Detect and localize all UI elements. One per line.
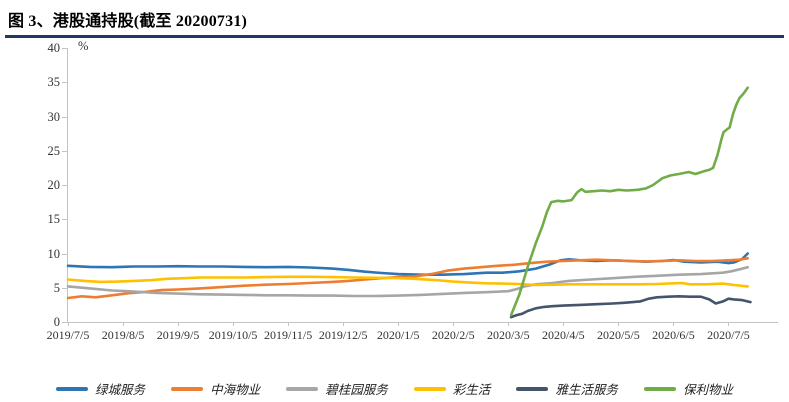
- legend-item-3: 碧桂园服务: [286, 379, 388, 398]
- legend-line-swatch: [516, 386, 549, 391]
- x-tick-label: 2019/8/5: [101, 328, 145, 342]
- y-tick: [62, 288, 67, 289]
- x-tick-label: 2019/9/5: [156, 328, 200, 342]
- series-line-1: [66, 252, 750, 276]
- y-axis-unit-label: %: [78, 39, 89, 53]
- series-line-2: [66, 257, 750, 300]
- series-line-4: [66, 275, 750, 288]
- plot-area: % 0 5 10 15 20 25 30 35 40 2019/7/5 2019/8/5 2019/9…: [47, 39, 778, 342]
- y-tick: [62, 151, 67, 152]
- x-tick: [288, 322, 289, 326]
- x-tick: [673, 322, 674, 326]
- y-tick-label: 0: [53, 315, 60, 329]
- x-tick-label: 2020/6/5: [652, 328, 695, 342]
- x-tick-label: 2020/3/5: [486, 328, 530, 342]
- x-tick: [178, 322, 179, 326]
- y-tick: [62, 322, 67, 323]
- legend-line-swatch: [413, 386, 446, 391]
- x-tick-label: 2020/2/5: [431, 328, 475, 342]
- legend-line-swatch: [56, 386, 88, 391]
- x-tick: [233, 322, 234, 326]
- x-tick: [618, 322, 619, 326]
- x-tick-label: 2019/11/5: [264, 328, 313, 342]
- x-tick-label: 2020/5/5: [597, 328, 640, 342]
- series-line-5: [509, 295, 752, 319]
- x-tick: [728, 322, 729, 326]
- plot-svg: [66, 86, 752, 319]
- y-tick-label: 5: [53, 280, 60, 295]
- legend-item-1: 绿城服务: [56, 379, 145, 398]
- legend-line-swatch: [171, 386, 204, 391]
- y-tick-label: 30: [47, 109, 61, 124]
- legend-item-2: 中海物业: [171, 379, 260, 398]
- legend-item-6: 保利物业: [643, 379, 733, 398]
- x-tick-label: 2019/7/5: [46, 328, 90, 342]
- x-tick: [68, 322, 69, 326]
- x-tick-label: 2020/4/5: [542, 328, 585, 342]
- x-tick: [563, 322, 564, 326]
- y-tick-label: 15: [47, 212, 61, 227]
- y-tick: [62, 48, 67, 49]
- legend-label: 彩生活: [452, 383, 491, 397]
- figure-title: 图 3、港股通持股(截至 20200731): [8, 13, 248, 30]
- legend-line-swatch: [286, 386, 319, 391]
- x-tick-label: 2020/7/5: [707, 328, 750, 342]
- legend-label: 绿城服务: [95, 383, 146, 397]
- y-tick-label: 10: [47, 246, 61, 261]
- y-tick: [62, 185, 67, 186]
- y-tick: [62, 254, 67, 255]
- legend-item-4: 彩生活: [413, 379, 491, 398]
- x-tick-label: 2019/10/5: [208, 328, 258, 342]
- legend-line-swatch: [643, 386, 676, 391]
- y-tick: [62, 117, 67, 118]
- x-tick: [123, 322, 124, 326]
- legend-label: 保利物业: [682, 383, 733, 397]
- y-tick: [62, 219, 67, 220]
- x-tick: [508, 322, 509, 326]
- x-tick-label: 2019/12/5: [318, 328, 368, 342]
- y-tick-label: 25: [47, 143, 61, 158]
- series-line-3: [66, 265, 750, 298]
- x-tick: [343, 322, 344, 326]
- y-tick-label: 20: [47, 178, 61, 192]
- legend-label: 中海物业: [210, 383, 261, 397]
- x-tick-label: 2020/1/5: [376, 328, 420, 342]
- x-tick: [398, 322, 399, 326]
- y-tick-label: 40: [47, 41, 61, 55]
- chart-legend: 绿城服务 中海物业 碧桂园服务 彩生活 雅生活服务 保利物业: [0, 379, 789, 398]
- legend-item-5: 雅生活服务: [516, 379, 618, 398]
- series-line-6: [509, 86, 750, 317]
- y-tick: [62, 82, 67, 83]
- y-tick-label: 35: [47, 75, 61, 90]
- legend-label: 碧桂园服务: [325, 383, 388, 397]
- title-underline: [5, 35, 784, 38]
- legend-label: 雅生活服务: [555, 383, 618, 397]
- x-tick: [453, 322, 454, 326]
